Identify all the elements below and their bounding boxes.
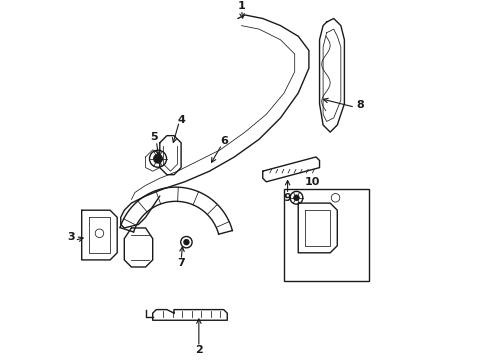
Text: 8: 8 xyxy=(357,100,364,111)
Text: 5: 5 xyxy=(150,132,158,143)
Circle shape xyxy=(184,240,189,245)
Text: 3: 3 xyxy=(67,232,75,242)
Text: 6: 6 xyxy=(220,136,228,146)
Circle shape xyxy=(294,195,299,200)
Circle shape xyxy=(154,154,162,163)
Text: 2: 2 xyxy=(195,346,203,355)
Text: 10: 10 xyxy=(305,177,320,187)
Text: 9: 9 xyxy=(284,193,292,203)
Text: 7: 7 xyxy=(177,258,185,269)
Bar xyxy=(284,189,369,281)
Text: 1: 1 xyxy=(238,1,245,11)
Text: 4: 4 xyxy=(177,115,185,125)
